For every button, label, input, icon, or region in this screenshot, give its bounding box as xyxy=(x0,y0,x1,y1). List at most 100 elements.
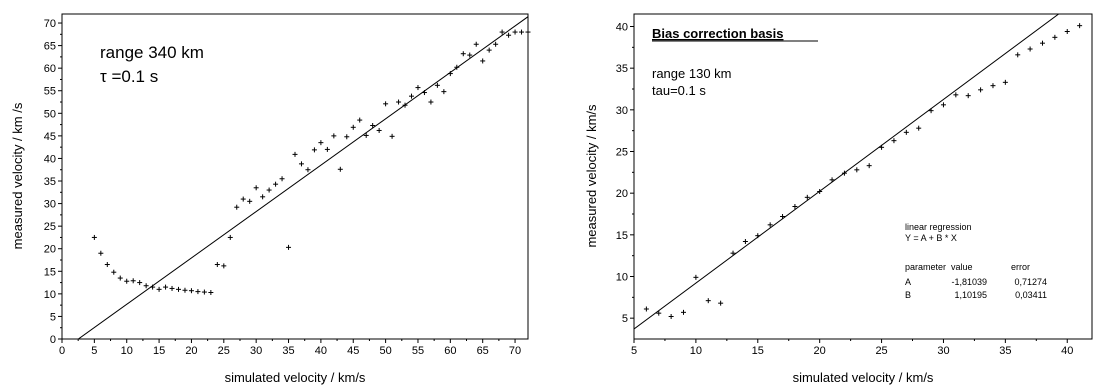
left-y-tick-label: 30 xyxy=(44,199,56,211)
right-data-point xyxy=(953,92,959,98)
right-data-point xyxy=(1015,52,1021,58)
right-x-tick-label: 25 xyxy=(875,345,887,357)
left-y-tick-label: 20 xyxy=(44,244,56,256)
left-y-tick-label: 40 xyxy=(44,153,56,165)
regression-row-b-error: 0,03411 xyxy=(1015,290,1047,300)
left-data-point xyxy=(195,289,201,295)
left-data-point xyxy=(480,58,486,64)
left-data-point xyxy=(201,289,207,295)
right-y-tick-label: 25 xyxy=(616,147,628,159)
right-x-tick-label: 40 xyxy=(1061,345,1073,357)
right-data-point xyxy=(1064,29,1070,34)
left-data-point xyxy=(519,29,525,35)
right-y-tick-label: 40 xyxy=(616,22,628,34)
left-y-tick-label: 0 xyxy=(50,334,56,346)
right-data-point xyxy=(792,204,798,209)
right-data-point xyxy=(990,83,996,89)
left-data-point xyxy=(104,262,110,268)
right-data-point xyxy=(742,239,748,244)
right-chart-title: Bias correction basis xyxy=(652,26,784,41)
right-x-tick-label: 10 xyxy=(690,345,702,357)
left-x-tick-label: 50 xyxy=(379,345,391,357)
right-data-point xyxy=(940,102,946,108)
left-data-point xyxy=(350,124,356,130)
left-data-point xyxy=(460,51,466,57)
left-x-tick-label: 0 xyxy=(59,345,65,357)
right-annotation-tau: tau=0.1 s xyxy=(652,83,706,98)
left-data-point xyxy=(402,102,408,108)
left-data-point xyxy=(337,166,343,172)
right-data-point xyxy=(866,163,872,169)
right-data-point xyxy=(730,250,736,256)
right-x-tick-label: 20 xyxy=(814,345,826,357)
left-data-point xyxy=(150,284,156,290)
right-data-point xyxy=(643,306,649,312)
left-data-point xyxy=(91,234,97,240)
left-data-point xyxy=(130,278,136,284)
left-data-point xyxy=(357,117,363,123)
regression-equation: Y = A + B * X xyxy=(905,233,957,243)
right-data-point xyxy=(705,298,711,304)
right-data-point xyxy=(1077,23,1083,29)
right-chart: 5 10 15 20 25 30 35 40 5 10 15 20 25 30 35 40 Bias corr… xyxy=(584,13,1093,385)
left-data-point xyxy=(428,99,434,105)
left-data-point xyxy=(441,89,447,95)
left-data-point xyxy=(124,278,130,284)
left-data-point xyxy=(279,176,285,182)
right-x-tick-label: 5 xyxy=(631,345,637,357)
left-data-point xyxy=(499,29,505,35)
left-data-point xyxy=(221,263,227,269)
right-y-tick-label: 5 xyxy=(622,313,628,325)
left-data-point xyxy=(111,269,117,275)
left-data-point xyxy=(434,82,440,88)
left-x-tick-label: 15 xyxy=(153,345,165,357)
right-y-axis-label: measured velocity / km/s xyxy=(584,104,599,248)
left-chart: 0 5 10 15 20 25 30 35 40 45 50 55 60 65 70 0 5 10 15 20 25 30… xyxy=(10,13,531,385)
left-data-point xyxy=(396,99,402,105)
left-data-point xyxy=(305,167,311,173)
left-data-point xyxy=(324,146,330,152)
left-data-point xyxy=(273,181,279,187)
regression-row-b-param: B xyxy=(905,290,911,300)
left-x-tick-label: 40 xyxy=(315,345,327,357)
right-data-point xyxy=(978,87,984,93)
right-data-point xyxy=(841,170,847,176)
left-data-point xyxy=(240,196,246,202)
left-data-point xyxy=(467,52,473,58)
left-data-point xyxy=(137,280,143,286)
left-x-tick-label: 55 xyxy=(412,345,424,357)
left-data-point xyxy=(486,47,492,53)
left-y-tick-label: 45 xyxy=(44,131,56,143)
left-data-point xyxy=(409,93,414,99)
left-data-point xyxy=(266,187,272,193)
left-y-axis-label: measured velocity / km /s xyxy=(10,102,25,249)
right-data-point xyxy=(854,167,860,173)
right-data-point xyxy=(879,144,885,150)
right-x-tick-label: 30 xyxy=(937,345,949,357)
right-data-point xyxy=(903,129,909,135)
left-y-tick-label: 5 xyxy=(50,311,56,323)
left-y-tick-label: 70 xyxy=(44,18,56,30)
left-data-point xyxy=(208,290,214,296)
right-data-point xyxy=(916,125,922,131)
regression-row-b-value: 1,10195 xyxy=(954,290,987,300)
left-data-point xyxy=(473,41,479,47)
right-data-point xyxy=(965,93,971,99)
right-data-point xyxy=(928,108,934,114)
left-data-point xyxy=(98,250,104,256)
right-plot-frame xyxy=(633,13,1093,340)
left-data-point xyxy=(363,132,369,138)
right-data-point xyxy=(891,138,897,144)
left-x-tick-label: 65 xyxy=(477,345,489,357)
right-data-point xyxy=(656,310,662,316)
left-y-tick-label: 60 xyxy=(44,63,56,75)
left-x-tick-label: 45 xyxy=(347,345,359,357)
right-data-point xyxy=(817,189,823,194)
right-data-point xyxy=(829,177,835,183)
left-data-point xyxy=(182,287,188,293)
left-x-tick-label: 20 xyxy=(185,345,197,357)
left-data-point xyxy=(143,283,149,289)
right-data-point xyxy=(693,274,699,280)
left-data-point xyxy=(260,194,266,200)
left-x-tick-label: 5 xyxy=(91,345,97,357)
